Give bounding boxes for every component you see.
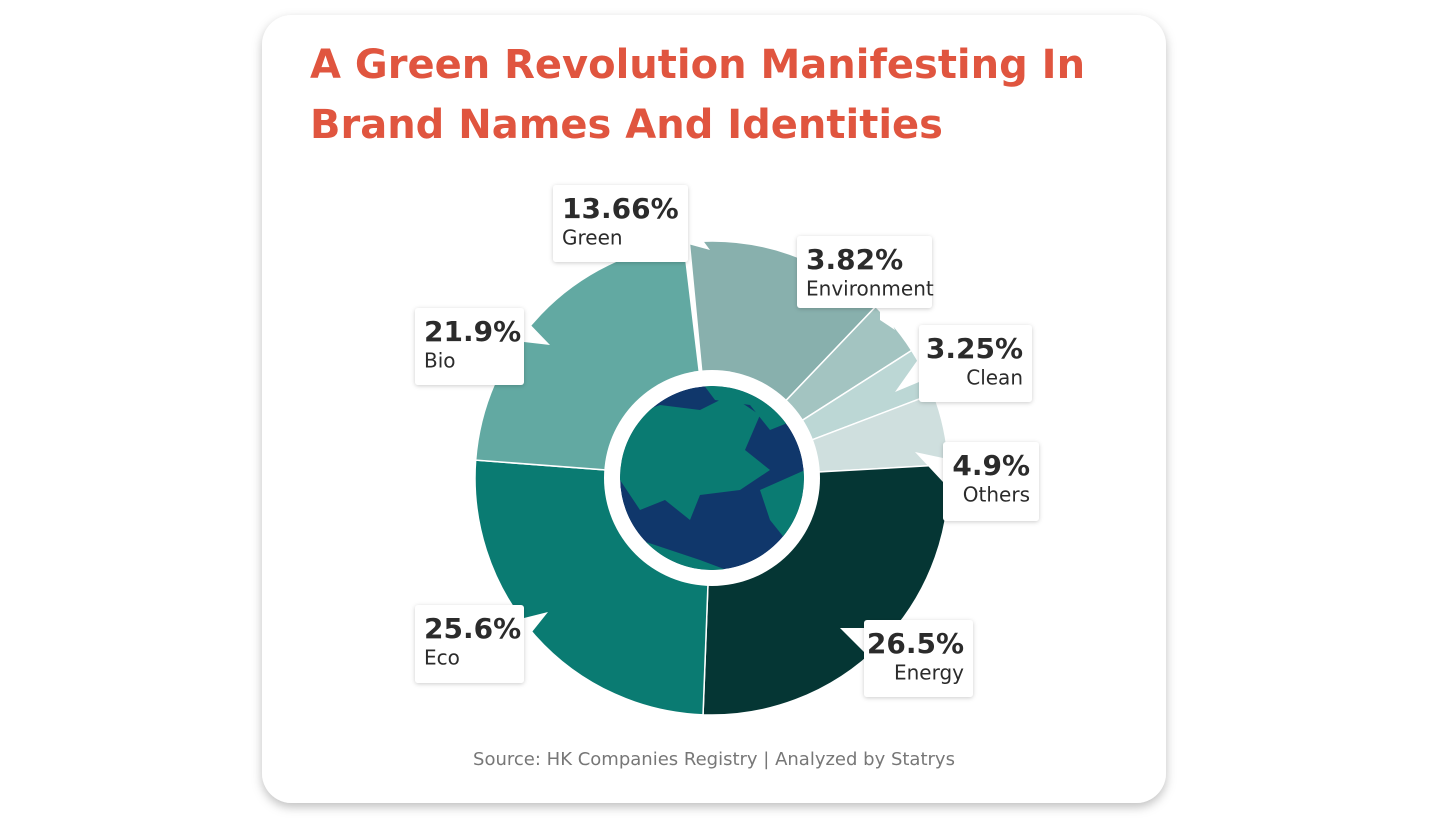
category-label: Environment [806,277,934,301]
category-label: Bio [424,349,456,373]
callout-pointer [524,612,548,642]
value-label: 21.9% [424,315,521,348]
callout-box [553,185,688,262]
chart-title: A Green Revolution Manifesting In [310,42,1085,88]
category-label: Eco [424,646,460,670]
callout-pointer [915,452,943,482]
category-label: Others [963,483,1030,507]
value-label: 3.82% [806,243,903,276]
source: Source: HK Companies Registry | Analyzed… [473,749,955,770]
callout-box [943,442,1039,521]
callout-pointer [840,628,864,652]
callout-pointer [524,318,550,345]
globe [620,386,804,570]
callout-box [797,236,932,308]
callout-box [415,308,524,385]
category-label: Green [562,226,623,250]
value-label: 4.9% [952,449,1030,482]
callout-box [919,325,1032,402]
callout-pointer [688,220,710,250]
value-label: 13.66% [562,192,679,225]
callout-box [415,605,524,683]
category-label: Clean [966,366,1023,390]
chart-title: Brand Names And Identities [310,102,943,148]
value-label: 25.6% [424,612,521,645]
callout-pointer [895,358,919,392]
callout-box [864,620,973,697]
category-label: Energy [894,661,964,685]
value-label: 26.5% [867,627,964,660]
value-label: 3.25% [926,332,1023,365]
